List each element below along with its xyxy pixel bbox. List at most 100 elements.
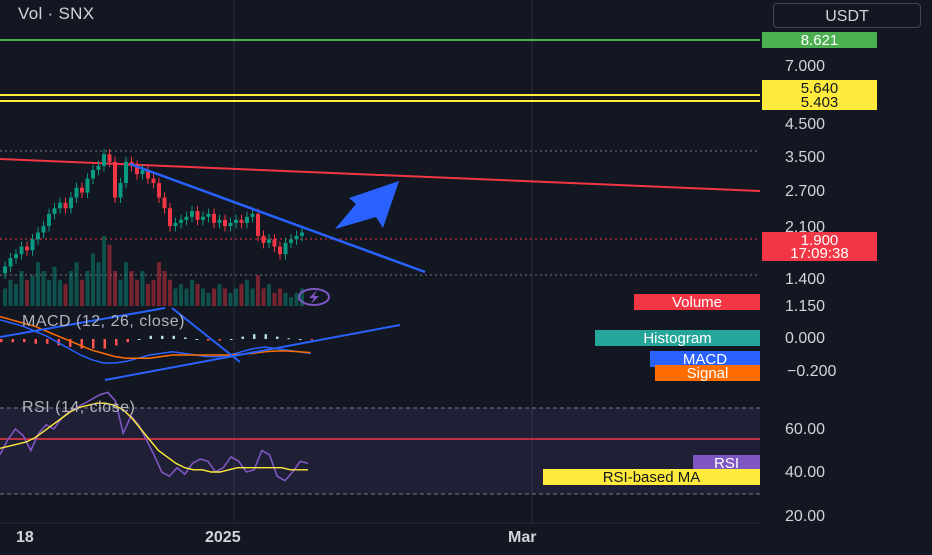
candle-body xyxy=(157,183,161,198)
volume-bar xyxy=(129,271,134,306)
macd-histogram-bar xyxy=(299,339,302,340)
volume-bar xyxy=(30,275,35,306)
candle-body xyxy=(245,216,249,223)
volume-bar xyxy=(206,292,211,306)
candle-body xyxy=(69,197,73,209)
volume-bar xyxy=(63,284,68,306)
macd-line-legend: MACD xyxy=(650,351,760,368)
volume-bar xyxy=(173,288,178,306)
candle-body xyxy=(212,213,216,223)
macd-histogram-bar xyxy=(69,339,72,347)
macd-trendline-upper-left[interactable] xyxy=(0,307,166,338)
candle-body xyxy=(217,219,222,223)
candle-body xyxy=(107,154,112,162)
macd-trendline-down[interactable] xyxy=(171,307,241,363)
macd-histogram-bar xyxy=(103,339,106,349)
volume-bar xyxy=(74,262,79,306)
volume-bar xyxy=(19,271,24,306)
price-tag-green: 8.621 xyxy=(762,32,877,49)
volume-bar xyxy=(113,271,117,306)
volume-bar xyxy=(102,236,106,306)
volume-bar xyxy=(250,288,255,306)
volume-bar xyxy=(267,284,271,306)
candle-body xyxy=(3,266,7,274)
candle-body xyxy=(239,219,244,223)
macd-signal-line xyxy=(0,315,311,359)
arrow-up-right-icon[interactable] xyxy=(335,181,399,229)
rsi-line xyxy=(0,391,309,482)
rsi-label: RSI (14, close) xyxy=(22,399,136,416)
rsi-tick-40: 40.00 xyxy=(785,464,826,481)
rsi-tick-20: 20.00 xyxy=(785,508,826,525)
rsi-pane xyxy=(0,391,309,482)
macd-histogram-bar xyxy=(218,339,221,341)
volume-bar xyxy=(151,279,156,306)
volume-bars xyxy=(3,236,304,306)
candle-body xyxy=(135,165,139,175)
volume-bar xyxy=(96,262,101,306)
macd-histogram-bar xyxy=(126,339,129,343)
volume-bar xyxy=(184,288,189,306)
trendline-blue-descending[interactable] xyxy=(129,162,426,274)
macd-trendline-up[interactable] xyxy=(104,324,401,381)
candle-body xyxy=(195,211,200,220)
candle-body xyxy=(272,239,277,247)
macd-tick-neg: −0.200 xyxy=(787,363,837,380)
volume-bar xyxy=(234,288,238,306)
candle-body xyxy=(85,178,90,193)
volume-bar xyxy=(245,279,249,306)
macd-histogram-bar xyxy=(46,339,49,344)
candle-body xyxy=(47,213,51,227)
macd-histogram-bar xyxy=(80,339,83,349)
candle-body xyxy=(58,202,62,209)
candle-body xyxy=(168,208,172,227)
candle-body xyxy=(173,222,178,227)
macd-histogram-bar xyxy=(34,339,37,344)
candle-body xyxy=(113,161,117,198)
volume-bar xyxy=(168,279,172,306)
macd-histogram-bar xyxy=(287,338,290,340)
macd-histogram-bar xyxy=(23,339,26,343)
volume-bar xyxy=(256,275,260,306)
volume-bar xyxy=(14,284,18,306)
macd-histogram-bar xyxy=(241,336,244,339)
macd-histogram-bar xyxy=(11,339,14,343)
candle-body xyxy=(102,154,106,166)
candle-body xyxy=(234,219,238,223)
candle-body xyxy=(63,202,68,209)
price-tick-4500: 4.500 xyxy=(785,116,826,133)
volume-bar xyxy=(217,284,222,306)
lightning-icon[interactable] xyxy=(298,288,330,306)
volume-bar xyxy=(162,271,167,306)
macd-histogram-bar xyxy=(276,336,279,339)
candle-body xyxy=(283,242,288,255)
candle-body xyxy=(118,183,123,198)
volume-bar xyxy=(25,279,29,306)
price-tick-7000: 7.000 xyxy=(785,58,826,75)
candle-body xyxy=(151,178,156,184)
macd-histogram-bar xyxy=(195,339,198,340)
macd-histogram-bar xyxy=(207,339,210,341)
candle-body xyxy=(91,169,95,179)
macd-signal-legend: Signal xyxy=(655,365,760,382)
volume-bar xyxy=(201,288,205,306)
candle-body xyxy=(201,216,205,220)
volume-bar xyxy=(58,279,62,306)
volume-bar xyxy=(52,266,57,306)
time-tick-mar: Mar xyxy=(508,529,537,546)
volume-bar xyxy=(85,271,90,306)
volume-bar xyxy=(146,284,150,306)
volume-bar xyxy=(135,279,139,306)
candle-body xyxy=(36,232,40,240)
volume-bar xyxy=(289,297,293,306)
candle-body xyxy=(261,235,266,243)
macd-histogram-bar xyxy=(138,339,141,340)
rsi-tick-60: 60.00 xyxy=(785,421,826,438)
macd-pane xyxy=(0,315,313,364)
volume-bar xyxy=(118,279,123,306)
volume-bar xyxy=(140,271,145,306)
macd-histogram-bar xyxy=(0,339,3,343)
currency-selector[interactable]: USDT xyxy=(773,3,921,28)
